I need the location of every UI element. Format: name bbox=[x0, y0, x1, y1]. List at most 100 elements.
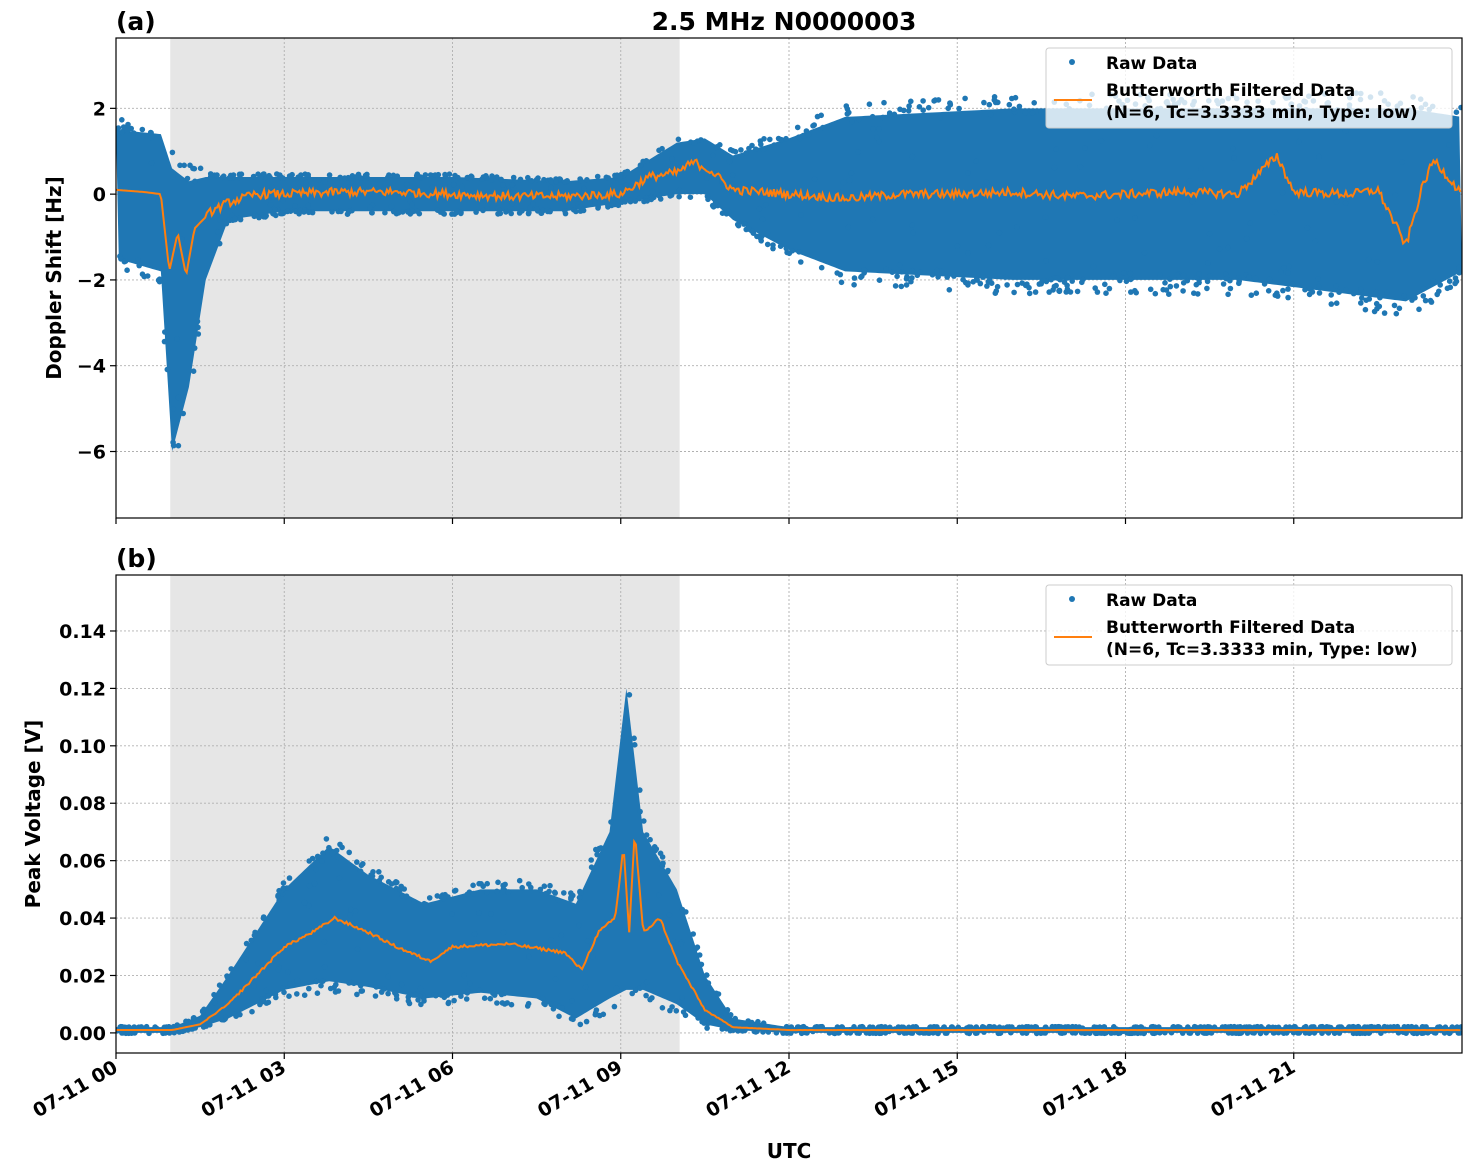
raw-data-point bbox=[592, 1011, 599, 1018]
raw-data-point bbox=[1051, 164, 1058, 171]
raw-data-point bbox=[935, 274, 941, 280]
raw-data-point bbox=[346, 849, 353, 856]
raw-data-point bbox=[1032, 1024, 1038, 1030]
raw-data-point bbox=[1401, 293, 1407, 299]
raw-data-point bbox=[1220, 281, 1227, 287]
raw-data-point bbox=[1206, 273, 1213, 279]
raw-data-point bbox=[965, 170, 971, 176]
raw-data-point bbox=[1315, 276, 1321, 282]
raw-data-point bbox=[216, 216, 223, 223]
raw-data-point bbox=[393, 885, 400, 892]
raw-data-point bbox=[649, 188, 656, 195]
raw-data-point bbox=[695, 1015, 701, 1021]
raw-data-point bbox=[553, 178, 559, 185]
raw-data-point bbox=[789, 248, 796, 254]
raw-data-point bbox=[898, 269, 905, 275]
raw-data-point bbox=[898, 283, 905, 290]
raw-data-point bbox=[1147, 142, 1153, 149]
raw-data-point bbox=[251, 983, 257, 989]
raw-data-point bbox=[727, 1027, 734, 1034]
raw-data-point bbox=[1203, 1030, 1209, 1036]
x-tick-label: 07-11 18 bbox=[1039, 1056, 1131, 1122]
raw-data-point bbox=[680, 1009, 687, 1015]
raw-data-point bbox=[548, 179, 555, 185]
raw-data-point bbox=[517, 176, 524, 183]
raw-data-point bbox=[1381, 310, 1388, 316]
raw-data-point bbox=[1074, 288, 1081, 295]
raw-data-point bbox=[121, 258, 128, 265]
raw-data-point bbox=[964, 1030, 971, 1036]
raw-data-point bbox=[1128, 179, 1135, 186]
raw-data-point bbox=[1231, 155, 1237, 161]
raw-data-point bbox=[1157, 1030, 1163, 1036]
raw-data-point bbox=[138, 1024, 145, 1030]
raw-data-point bbox=[985, 242, 992, 249]
raw-data-point bbox=[1353, 1030, 1360, 1037]
raw-data-point bbox=[359, 988, 366, 994]
raw-data-point bbox=[385, 879, 392, 885]
raw-data-point bbox=[305, 172, 312, 178]
raw-data-point bbox=[1458, 104, 1462, 111]
legend-raw-label: Raw Data bbox=[1106, 591, 1197, 611]
raw-data-point bbox=[1101, 1024, 1108, 1030]
raw-data-point bbox=[1014, 224, 1020, 230]
raw-data-point bbox=[337, 841, 343, 848]
raw-data-point bbox=[1026, 290, 1033, 297]
raw-data-point bbox=[124, 127, 131, 134]
raw-data-point bbox=[336, 875, 343, 881]
y-axis-label-b: Peak Voltage [V] bbox=[21, 720, 45, 909]
raw-data-point bbox=[846, 177, 853, 184]
raw-data-point bbox=[687, 194, 694, 200]
raw-data-point bbox=[476, 910, 482, 916]
raw-data-point bbox=[715, 991, 722, 997]
raw-data-point bbox=[1186, 178, 1193, 184]
raw-data-point bbox=[861, 267, 868, 273]
raw-data-point bbox=[710, 991, 717, 998]
raw-data-point bbox=[1317, 1024, 1324, 1030]
raw-data-point bbox=[394, 173, 401, 179]
raw-data-point bbox=[643, 832, 650, 838]
raw-data-point bbox=[281, 989, 287, 996]
raw-data-point bbox=[120, 1029, 126, 1036]
raw-data-point bbox=[1362, 1024, 1368, 1030]
raw-data-point bbox=[965, 280, 971, 287]
raw-data-point bbox=[941, 1024, 947, 1030]
raw-data-point bbox=[284, 208, 291, 214]
raw-data-point bbox=[450, 181, 457, 188]
raw-data-point bbox=[996, 1030, 1003, 1036]
raw-data-point bbox=[502, 881, 508, 888]
raw-data-point bbox=[903, 276, 910, 282]
raw-data-point bbox=[1382, 213, 1389, 220]
raw-data-point bbox=[1366, 1024, 1373, 1031]
raw-data-point bbox=[499, 1000, 506, 1006]
raw-data-point bbox=[1456, 1029, 1462, 1036]
raw-data-point bbox=[705, 196, 711, 203]
raw-data-point bbox=[778, 136, 785, 143]
raw-data-point bbox=[372, 993, 379, 999]
raw-data-point bbox=[1253, 290, 1260, 297]
raw-data-point bbox=[191, 345, 198, 351]
raw-data-point bbox=[333, 847, 340, 854]
raw-data-point bbox=[743, 150, 749, 156]
raw-data-point bbox=[1375, 1024, 1382, 1030]
raw-data-point bbox=[576, 922, 582, 929]
raw-data-point bbox=[641, 818, 647, 824]
raw-data-point bbox=[1316, 283, 1322, 290]
raw-data-point bbox=[405, 994, 412, 1000]
raw-data-point bbox=[116, 125, 122, 131]
raw-data-point bbox=[1342, 200, 1349, 206]
raw-data-point bbox=[559, 1005, 565, 1011]
raw-data-point bbox=[315, 854, 321, 861]
raw-data-point bbox=[568, 894, 574, 901]
raw-data-point bbox=[347, 912, 353, 918]
raw-data-point bbox=[1053, 146, 1059, 152]
raw-data-point bbox=[1446, 278, 1453, 285]
raw-data-point bbox=[175, 442, 182, 449]
raw-data-point bbox=[811, 176, 818, 182]
raw-data-point bbox=[611, 1003, 618, 1010]
raw-data-point bbox=[385, 973, 392, 980]
raw-data-point bbox=[846, 109, 852, 116]
raw-data-point bbox=[199, 1008, 206, 1014]
raw-data-point bbox=[484, 880, 491, 887]
raw-data-point bbox=[354, 991, 360, 998]
